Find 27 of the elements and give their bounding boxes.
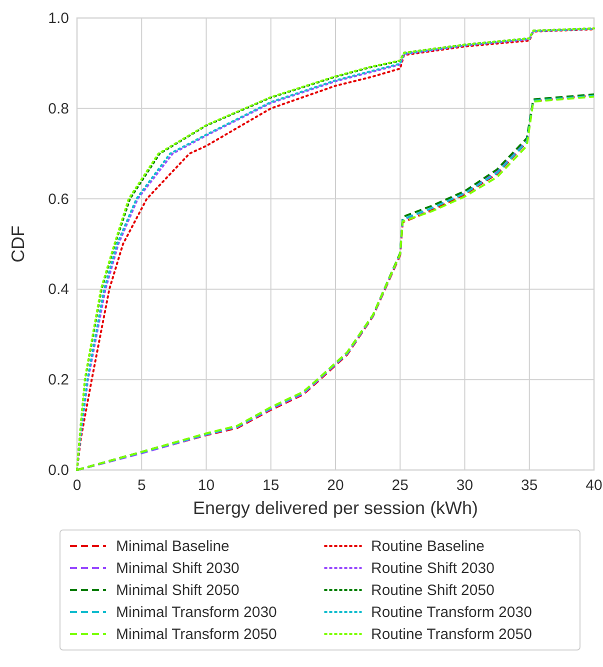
x-tick-label: 40: [586, 477, 602, 494]
y-tick-label: 1.0: [48, 10, 69, 27]
x-tick-label: 25: [392, 477, 408, 494]
x-tick-label: 0: [72, 477, 82, 494]
y-tick-label: 0.4: [48, 281, 69, 298]
legend-label: Routine Shift 2030: [371, 560, 494, 577]
legend-label: Routine Shift 2050: [371, 582, 494, 599]
legend-label: Minimal Transform 2030: [116, 604, 277, 621]
x-tick-label: 20: [327, 477, 344, 494]
legend-label: Routine Transform 2050: [371, 626, 532, 643]
y-tick-label: 0.2: [48, 372, 69, 389]
y-tick-label: 0.8: [48, 100, 69, 118]
x-tick-label: 15: [262, 477, 280, 494]
x-tick-label: 10: [198, 477, 215, 494]
legend-label: Minimal Shift 2030: [116, 560, 240, 577]
y-axis-title: CDF: [8, 226, 28, 262]
legend-label: Routine Baseline: [371, 538, 484, 555]
y-tick-label: 0.0: [48, 462, 69, 479]
x-tick-label: 30: [456, 477, 474, 494]
x-tick-label: 35: [521, 477, 538, 494]
x-tick-label: 5: [137, 477, 146, 494]
legend-label: Routine Transform 2030: [371, 604, 532, 621]
y-tick-label: 0.6: [48, 190, 69, 208]
legend-label: Minimal Transform 2050: [116, 626, 277, 643]
x-axis-title: Energy delivered per session (kWh): [192, 498, 478, 518]
legend-label: Minimal Shift 2050: [116, 582, 240, 599]
legend-label: Minimal Baseline: [116, 538, 230, 555]
